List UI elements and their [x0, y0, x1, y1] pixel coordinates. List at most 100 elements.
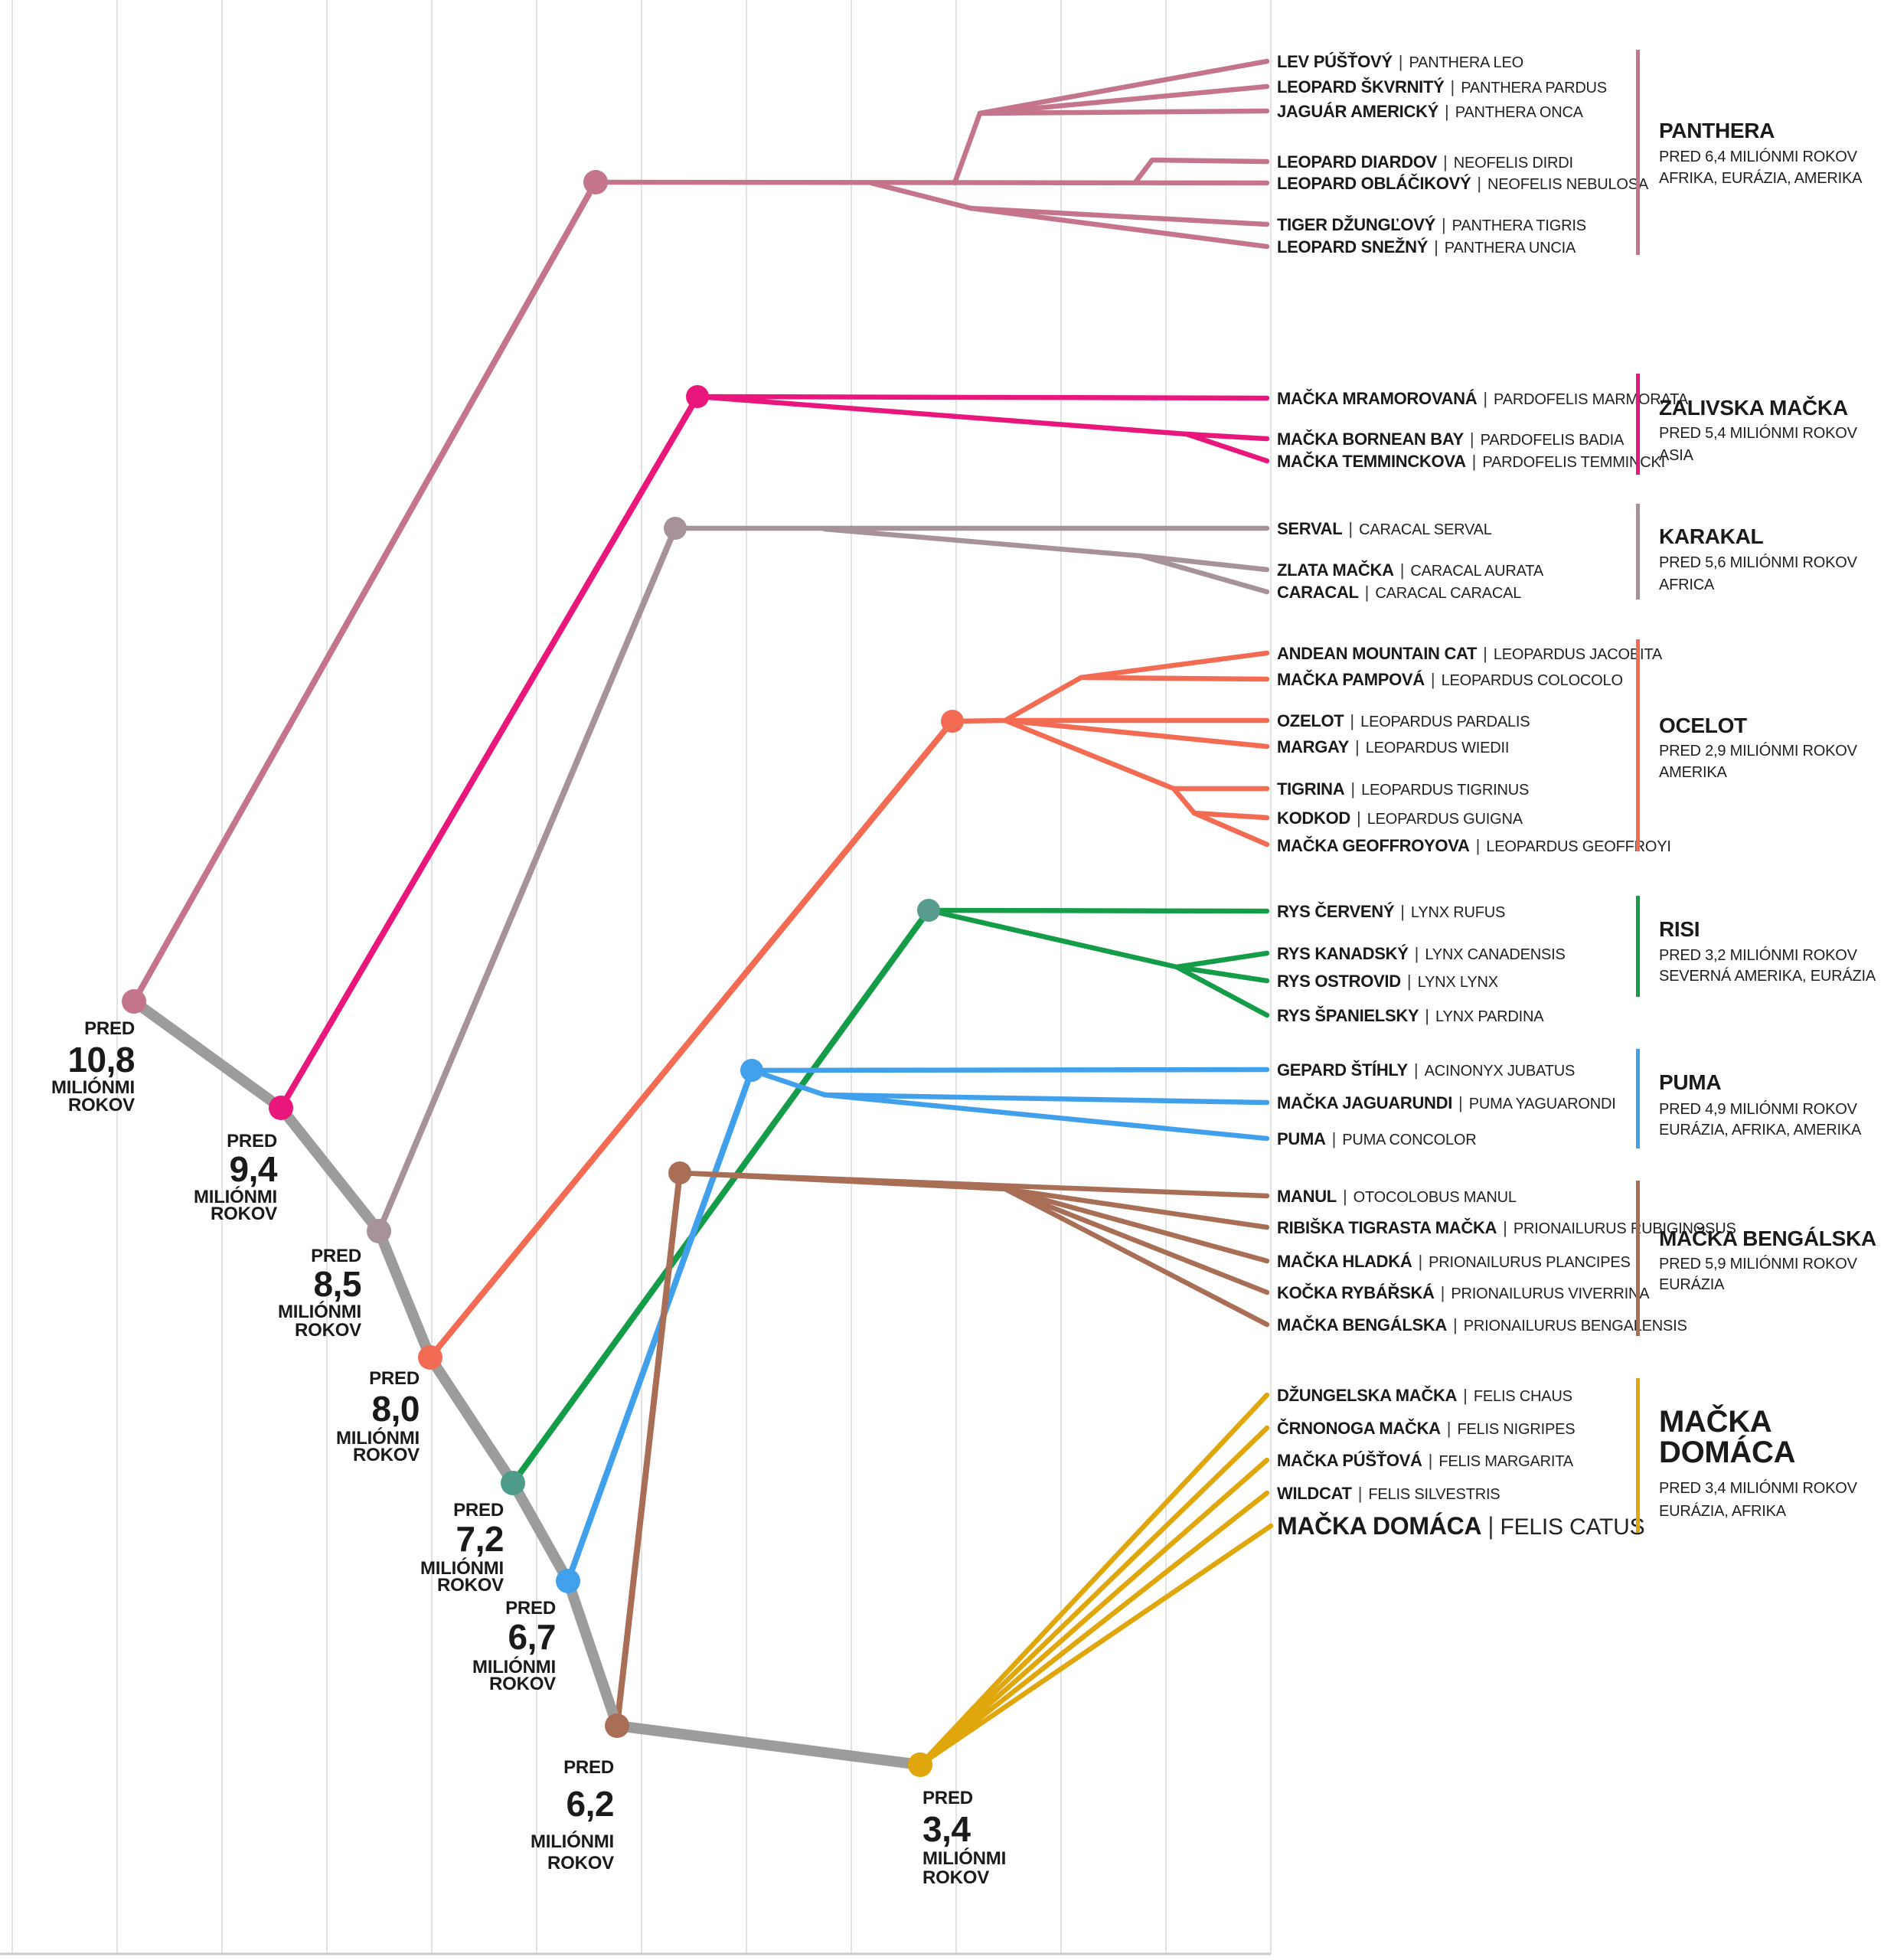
- timeline-node-label: PRED: [84, 1018, 135, 1039]
- group-subtitle-zalivska: PRED 5,4 MILIÓNMI ROKOV: [1659, 424, 1858, 442]
- species-row: KODKOD | LEOPARDUS GUIGNA: [1277, 808, 1523, 828]
- group-subtitle-puma: EURÁZIA, AFRIKA, AMERIKA: [1659, 1121, 1862, 1138]
- species-row: LEOPARD OBLÁČIKOVÝ | NEOFELIS NEBULOSA: [1277, 174, 1649, 193]
- species-row: CARACAL | CARACAL CARACAL: [1277, 583, 1521, 602]
- group-subtitle-karakal: PRED 5,6 MILIÓNMI ROKOV: [1659, 554, 1858, 571]
- species-row: ČRNONOGA MAČKA | FELIS NIGRIPES: [1277, 1419, 1575, 1438]
- species-row: GEPARD ŠTÍHLY | ACINONYX JUBATUS: [1277, 1060, 1575, 1080]
- timeline-node-label: ROKOV: [547, 1853, 614, 1873]
- species-row: RYS OSTROVID | LYNX LYNX: [1277, 972, 1498, 991]
- clade-branch-panthera: [977, 83, 1270, 116]
- clade-ancestor-branch-bengalska: [614, 1170, 683, 1729]
- timeline-node-label: MILIÓNMI: [923, 1847, 1006, 1869]
- timeline-node-label: ROKOV: [68, 1095, 135, 1116]
- clade-branch-panthera: [968, 205, 1270, 250]
- clade-branch-panthera: [593, 179, 1270, 186]
- timeline-node-6,7: [556, 1569, 580, 1593]
- clade-branch-panthera: [968, 205, 1270, 227]
- clade-branch-domaca: [917, 1457, 1270, 1768]
- group-bar-ocelot: [1636, 639, 1640, 851]
- group-subtitle-puma: PRED 4,9 MILIÓNMI ROKOV: [1659, 1100, 1858, 1118]
- clade-node-risi: [917, 899, 940, 922]
- timeline-node-10,8: [122, 989, 146, 1014]
- timeline-node-label: MILIÓNMI: [278, 1301, 361, 1322]
- species-row: MAČKA BORNEAN BAY | PARDOFELIS BADIA: [1277, 430, 1625, 449]
- clade-branch-risi: [1174, 964, 1270, 1018]
- clade-branch-karakal: [1138, 553, 1270, 595]
- clade-branch-domaca: [917, 1392, 1270, 1768]
- clade-branch-panthera: [1132, 157, 1270, 185]
- timeline-node-value: 6,7: [508, 1617, 556, 1657]
- timeline-node-label: PRED: [505, 1598, 556, 1619]
- clade-ancestor-branch-risi: [510, 907, 932, 1486]
- species-row: MAČKA HLADKÁ | PRIONAILURUS PLANCIPES: [1277, 1252, 1631, 1271]
- clade-ancestor-branch-panthera: [131, 179, 599, 1004]
- clade-branch-risi: [1174, 964, 1270, 984]
- species-row: MAČKA MRAMOROVANÁ | PARDOFELIS MARMORATA: [1277, 389, 1689, 408]
- timeline-node-8,5: [367, 1219, 391, 1243]
- group-title-karakal: KARAKAL: [1659, 524, 1764, 548]
- clade-branch-zalivska: [694, 394, 1270, 401]
- clade-branch-ocelot: [1002, 717, 1270, 792]
- clade-branch-bengalska: [1002, 1186, 1270, 1230]
- timeline-node-label: ROKOV: [437, 1575, 504, 1596]
- clade-branch-ocelot: [1171, 786, 1197, 816]
- species-row: TIGER DŽUNGĽOVÝ | PANTHERA TIGRIS: [1277, 215, 1586, 234]
- group-title-risi: RISI: [1659, 917, 1700, 941]
- species-row: MAČKA JAGUARUNDI | PUMA YAGUARONDI: [1277, 1093, 1616, 1112]
- clade-branch-domaca: [917, 1490, 1270, 1768]
- species-row: OZELOT | LEOPARDUS PARDALIS: [1277, 711, 1530, 730]
- timeline-node-value: 8,5: [314, 1264, 361, 1304]
- species-row: MAČKA PAMPOVÁ | LEOPARDUS COLOCOLO: [1277, 670, 1623, 689]
- clade-node-ocelot: [941, 710, 964, 733]
- species-row: KOČKA RYBÁŘSKÁ | PRIONAILURUS VIVERRINA: [1277, 1283, 1650, 1302]
- species-row: MAČKA PÚŠŤOVÁ | FELIS MARGARITA: [1277, 1451, 1574, 1470]
- group-subtitle-panthera: PRED 6,4 MILIÓNMI ROKOV: [1659, 148, 1858, 165]
- group-subtitle-karakal: AFRICA: [1659, 577, 1715, 593]
- group-title-zalivska: ZALIVSKA MAČKA: [1659, 395, 1848, 420]
- clade-branch-panthera: [977, 108, 1270, 116]
- timeline-node-value: 8,0: [372, 1389, 420, 1429]
- clade-ancestor-branch-karakal: [376, 525, 678, 1234]
- group-subtitle-risi: PRED 3,2 MILIÓNMI ROKOV: [1659, 946, 1858, 964]
- clade-node-karakal: [664, 517, 687, 540]
- species-row: PUMA | PUMA CONCOLOR: [1277, 1129, 1477, 1148]
- species-row: MAČKA GEOFFROYOVA | LEOPARDUS GEOFFROYI: [1277, 836, 1671, 855]
- clade-branch-domaca: [917, 1425, 1270, 1768]
- species-row: LEV PÚŠŤOVÝ | PANTHERA LEO: [1277, 52, 1523, 71]
- clade-branch-zalivska: [1184, 431, 1270, 442]
- clade-branch-ocelot: [1002, 650, 1270, 724]
- species-row: LEOPARD ŠKVRNITÝ | PANTHERA PARDUS: [1277, 77, 1607, 96]
- timeline-node-value: 7,2: [456, 1519, 504, 1559]
- timeline-node-value: 9,4: [230, 1149, 278, 1189]
- clade-branch-ocelot: [1191, 810, 1270, 848]
- clade-branch-bengalska: [1002, 1186, 1270, 1328]
- clade-branch-risi: [926, 907, 1270, 914]
- clade-branch-puma: [749, 1067, 828, 1098]
- group-subtitle-bengalska: EURÁZIA: [1659, 1276, 1725, 1293]
- clade-branch-zalivska: [694, 394, 1190, 437]
- species-row: LEOPARD DIARDOV | NEOFELIS DIRDI: [1277, 152, 1573, 172]
- group-subtitle-risi: SEVERNÁ AMERIKA, EURÁZIA: [1659, 967, 1876, 985]
- timeline-node-value: 6,2: [567, 1784, 614, 1824]
- group-bar-domaca: [1636, 1378, 1640, 1533]
- species-row: RIBIŠKA TIGRASTA MAČKA | PRIONAILURUS RUBI…: [1277, 1218, 1736, 1237]
- main-trunk: [129, 996, 926, 1770]
- timeline-node-label: MILIÓNMI: [194, 1186, 277, 1207]
- group-bar-karakal: [1636, 504, 1640, 599]
- timeline-node-label: MILIÓNMI: [420, 1557, 504, 1579]
- species-row: MAČKA TEMMINCKOVA | PARDOFELIS TEMMINCKI: [1277, 452, 1665, 471]
- clade-branch-panthera: [977, 58, 1270, 116]
- timeline-node-label: MILIÓNMI: [531, 1831, 614, 1852]
- group-title-puma: PUMA: [1659, 1070, 1721, 1094]
- clade-node-zalivska: [686, 385, 709, 408]
- group-bar-puma: [1636, 1049, 1640, 1148]
- timeline-node-label: ROKOV: [295, 1320, 361, 1341]
- group-bar-bengalska: [1636, 1181, 1640, 1336]
- group-title-domaca: MAČKA: [1659, 1403, 1772, 1439]
- clade-branch-karakal: [1138, 553, 1270, 573]
- clade-branch-puma: [821, 1092, 1270, 1142]
- group-title-bengalska: MAČKA BENGÁLSKA: [1659, 1226, 1876, 1250]
- group-subtitle-zalivska: ASIA: [1659, 447, 1694, 464]
